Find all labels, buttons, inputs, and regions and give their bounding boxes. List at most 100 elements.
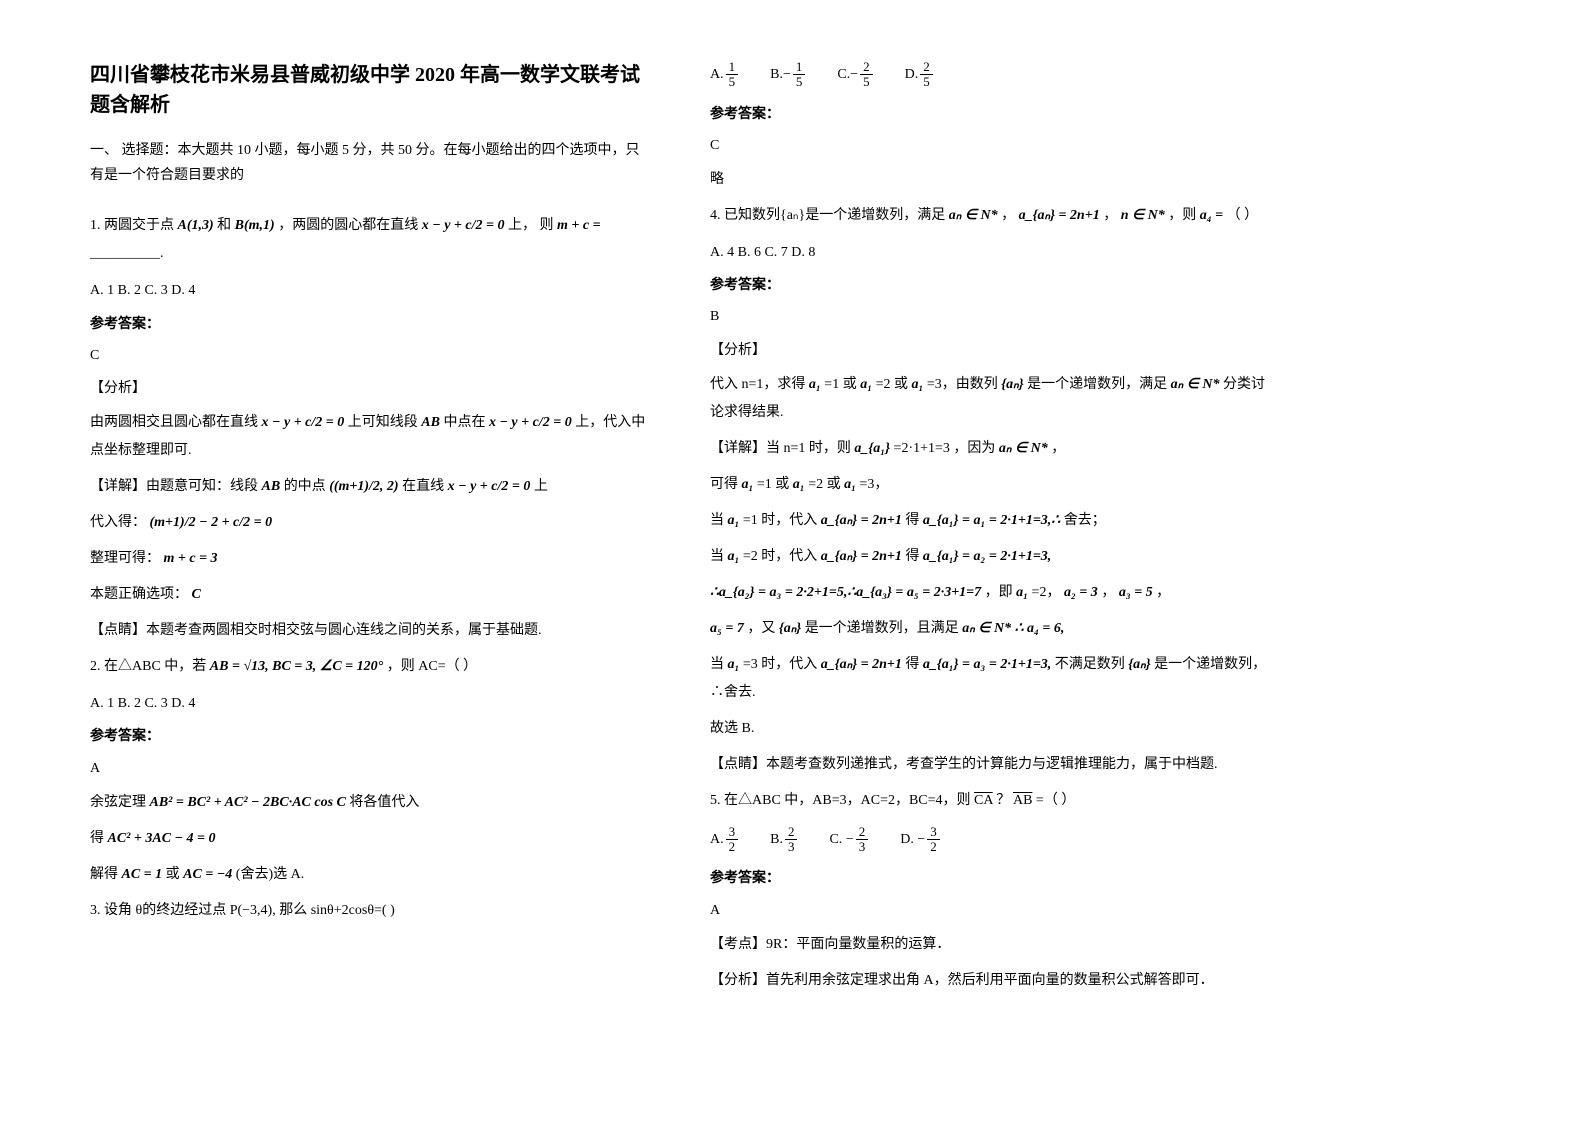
q5-options: A. 32 B. 23 C. − 23 D. − 32 (710, 825, 942, 855)
q2-s2e: AC² + 3AC − 4 = 0 (108, 831, 216, 846)
q1-ab2: 上可知线段 (348, 415, 418, 430)
q4-l3t: 当 (710, 513, 724, 528)
q4-l4t1: =2 时，代入 (743, 549, 817, 564)
q1-aeq2: x − y + c/2 = 0 (489, 415, 572, 430)
q4-l6: a₅ = 7 ，又 {aₙ} 是一个递增数列，且满足 aₙ ∈ N* ∴ a₄ … (710, 615, 1270, 643)
q4-l7t3: 不满足数列 (1055, 657, 1125, 672)
q1-aeq1: x − y + c/2 = 0 (262, 415, 345, 430)
q2-s3e2: AC = −4 (183, 867, 232, 882)
q4-l5e4: a₃ = 5 (1119, 585, 1153, 600)
q4-l5t4: ， (1156, 585, 1170, 600)
q4-l5: ∴a_{a₂} = a₃ = 2·2+1=5,∴a_{a₃} = a₅ = 2·… (710, 579, 1270, 607)
q4-l7: 当 a₁ =3 时，代入 a_{aₙ} = 2n+1 得 a_{a₁} = a₃… (710, 651, 1270, 707)
q1-eq1: x − y + c/2 = 0 (422, 218, 505, 233)
q4-dt2: ，因为 (953, 441, 995, 456)
q5-opt-d: D. − (900, 827, 925, 852)
q2-step2: 得 AC² + 3AC − 4 = 0 (90, 825, 650, 853)
q1-simp: 整理可得： m + c = 3 (90, 545, 650, 573)
q4-l7e2: a_{aₙ} = 2n+1 (821, 657, 902, 672)
q5-opt-a: A. (710, 827, 724, 852)
q4-l5e1: ∴a_{a₂} = a₃ = 2·2+1=5,∴a_{a₃} = a₅ = 2·… (710, 585, 981, 600)
q2-cond: AB = √13, BC = 3, ∠C = 120° (210, 659, 383, 674)
q4-options: A. 4 B. 6 C. 7 D. 8 (710, 240, 1270, 265)
q1-ab1: 由两圆相交且圆心都在直线 (90, 415, 258, 430)
q4-l2t1: =1 或 (757, 477, 789, 492)
q4-detail: 【详解】当 n=1 时，则 a_{a₁} =2·1+1=3 ，因为 aₙ ∈ N… (710, 435, 1270, 463)
q4-a1e3: a₁ (912, 377, 924, 392)
q2-s3e1: AC = 1 (122, 867, 163, 882)
q4-m1: ， (1001, 208, 1015, 223)
q4-dtag: 【详解】当 n=1 时，则 (710, 441, 851, 456)
q4-l4t: 当 (710, 549, 724, 564)
q4-l7t2: 得 (905, 657, 919, 672)
q4-l4e1: a₁ (728, 549, 740, 564)
q3-opt-c: C. (837, 62, 850, 87)
q5-vec1: CA (974, 793, 993, 808)
q4-m2: ， (1103, 208, 1117, 223)
section-heading: 一、 选择题：本大题共 10 小题，每小题 5 分，共 50 分。在每小题给出的… (90, 138, 650, 188)
q3-a-num: 1 (726, 60, 739, 75)
q3-c-den: 5 (860, 75, 873, 89)
q5-prefix: 5. 在△ABC 中，AB=3，AC=2，BC=4，则 (710, 793, 971, 808)
q4-analysis-tag: 【分析】 (710, 338, 1270, 363)
q1-midpoint: ((m+1)/2, 2) (329, 479, 398, 494)
q1-mid2: ，两圆的圆心都在直线 (278, 218, 418, 233)
q4-l2e1: a₁ (742, 477, 754, 492)
q1-d4: 上 (534, 479, 548, 494)
q4-prefix: 4. 已知数列{aₙ}是一个递增数列，满足 (710, 208, 945, 223)
q4-a1e1: a₁ (809, 377, 821, 392)
q1-ab: AB (421, 415, 440, 430)
q4-c1: aₙ ∈ N* (949, 208, 998, 223)
q4-l6t2: 是一个递增数列，且满足 (805, 621, 959, 636)
q4-a1e4: {aₙ} (1001, 377, 1023, 392)
q5-d-den: 2 (927, 840, 940, 854)
q4-de1: a_{a₁} (854, 441, 890, 456)
q1-point-b: B(m,1) (235, 218, 275, 233)
q3-b-neg: − (783, 62, 791, 87)
q2-prefix: 2. 在△ABC 中，若 (90, 659, 206, 674)
q4-l4t2: 得 (905, 549, 919, 564)
q4-l3e1: a₁ (728, 513, 740, 528)
q1-correct: 本题正确选项： C (90, 581, 650, 609)
q3-answer: C (710, 133, 1270, 158)
q4-l3: 当 a₁ =1 时，代入 a_{aₙ} = 2n+1 得 a_{a₁} = a₁… (710, 507, 1270, 535)
q4-a1e2: a₁ (860, 377, 872, 392)
q5-opt-b: B. (770, 827, 783, 852)
q3-extra: 略 (710, 166, 1270, 194)
q3-answer-label: 参考答案： (710, 102, 1270, 127)
q4-l3e3: a_{a₁} = a₁ = 2·1+1=3,∴ (923, 513, 1060, 528)
q2-step3: 解得 AC = 1 或 AC = −4 (舍去)选 A. (90, 861, 650, 889)
q4-a1e5: aₙ ∈ N* (1171, 377, 1220, 392)
q4-point: 【点睛】本题考查数列递推式，考查学生的计算能力与逻辑推理能力，属于中档题. (710, 751, 1270, 779)
q5-c-num: 2 (856, 825, 869, 840)
q4-suffix: （ ） (1227, 208, 1259, 223)
q4-conclusion: 故选 B. (710, 715, 1270, 743)
q4-l4e2: a_{aₙ} = 2n+1 (821, 549, 902, 564)
q5-point1: 【考点】9R：平面向量数量积的运算． (710, 931, 1270, 959)
q4-l2e3: a₁ (844, 477, 856, 492)
q1-analysis-tag: 【分析】 (90, 376, 650, 401)
q4-l6t1: ，又 (747, 621, 775, 636)
q4-l3e2: a_{aₙ} = 2n+1 (821, 513, 902, 528)
q1-sublabel: 代入得： (90, 515, 146, 530)
q2-s3s: (舍去)选 A. (236, 867, 304, 882)
q2-s1e: AB² = BC² + AC² − 2BC·AC cos C (150, 795, 346, 810)
q4-l2t3: =3， (859, 477, 888, 492)
q4-l2t2: =2 或 (808, 477, 840, 492)
q2-suffix: ，则 AC=（ ） (387, 659, 477, 674)
q5-c-den: 3 (856, 840, 869, 854)
q3-d-den: 5 (920, 75, 933, 89)
q1-simpeq: m + c = 3 (164, 551, 218, 566)
q2-s3m: 或 (166, 867, 180, 882)
q4-c2: a_{aₙ} = 2n+1 (1019, 208, 1100, 223)
q2-s2l: 得 (90, 831, 104, 846)
q5-d-num: 3 (927, 825, 940, 840)
q3-opt-d: D. (905, 62, 919, 87)
q4-l4: 当 a₁ =2 时，代入 a_{aₙ} = 2n+1 得 a_{a₁} = a₂… (710, 543, 1270, 571)
q4-a1t4: 是一个递增数列，满足 (1027, 377, 1167, 392)
q1-answer-label: 参考答案： (90, 312, 650, 337)
q1-var1: m + c = (557, 218, 601, 233)
q4-a1t2: =2 或 (876, 377, 908, 392)
q5-suffix: =（ ） (1036, 793, 1075, 808)
q1-d2: 的中点 (284, 479, 326, 494)
